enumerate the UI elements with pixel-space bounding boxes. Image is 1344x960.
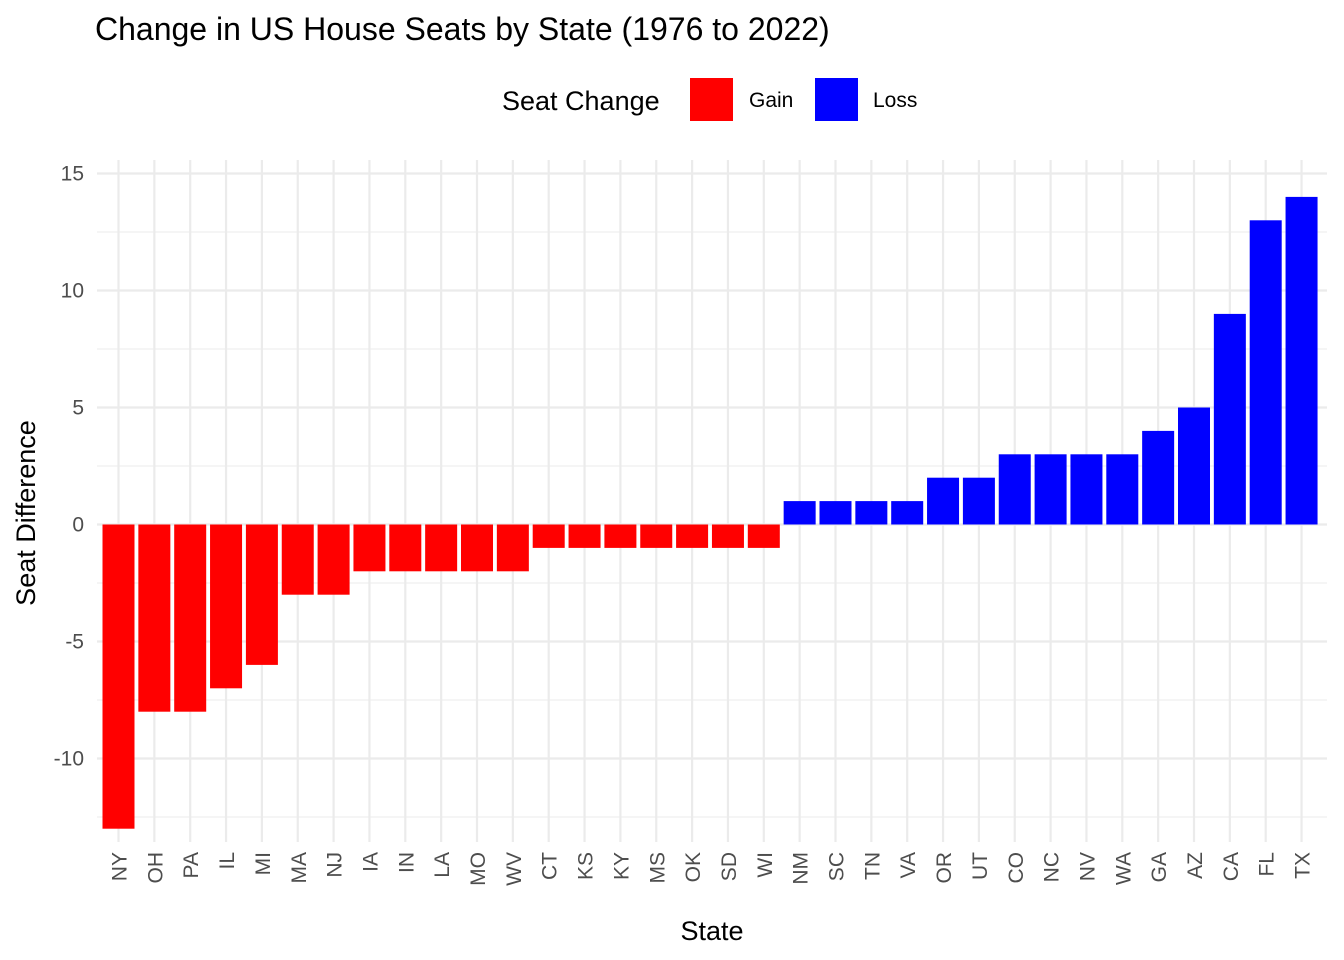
bar-ok (676, 524, 709, 548)
legend: Seat Change Gain Loss (502, 78, 917, 121)
x-tick-label: WI (754, 852, 777, 878)
bar-ms (640, 524, 673, 548)
x-tick-label: NY (109, 852, 132, 881)
bar-ut (962, 477, 995, 525)
bar-il (210, 524, 243, 689)
bar-sc (819, 501, 852, 525)
bar-ny (102, 524, 135, 829)
y-axis-ticks: -10 -5 0 5 10 15 (54, 163, 84, 771)
x-tick-label: WV (503, 852, 526, 886)
bar-ma (281, 524, 314, 595)
bar-mo (461, 524, 493, 572)
x-tick-label: IA (359, 852, 382, 872)
x-tick-label: SC (826, 852, 849, 881)
bar-sd (711, 524, 744, 548)
bar-oh (138, 524, 171, 712)
x-tick-label: UT (969, 852, 992, 880)
bar-wv (496, 524, 529, 572)
y-axis-title: Seat Difference (11, 420, 41, 606)
bar-ct (532, 524, 565, 548)
x-tick-label: FL (1256, 852, 1279, 877)
bar-nc (1034, 454, 1067, 525)
y-tick-label: 0 (72, 514, 84, 537)
bar-mi (245, 524, 278, 665)
x-tick-label: NM (790, 852, 813, 885)
grid (97, 160, 1327, 842)
x-tick-label: PA (180, 852, 203, 878)
bar-wa (1106, 454, 1139, 525)
bar-ia (353, 524, 386, 572)
x-axis-ticks: NY OH PA IL MI MA NJ IA IN LA MO WV CT KS KY MS OK SD WI NM… (109, 852, 1315, 886)
x-tick-label: VA (897, 852, 920, 878)
y-tick-label: 10 (61, 280, 84, 303)
x-tick-label: CT (539, 852, 562, 880)
bar-tn (855, 501, 888, 525)
bar-az (1178, 407, 1210, 525)
bar-ga (1142, 430, 1175, 525)
x-tick-label: MS (646, 852, 669, 884)
bar-nv (1070, 454, 1103, 525)
x-tick-label: TX (1292, 852, 1315, 879)
bar-co (998, 454, 1031, 525)
bar-ky (604, 524, 637, 548)
x-tick-label: NJ (324, 852, 347, 878)
y-tick-label: 5 (72, 397, 84, 420)
y-tick-label: -10 (54, 748, 84, 771)
x-tick-label: CA (1220, 852, 1243, 881)
bar-nj (317, 524, 350, 595)
bar-ca (1213, 313, 1246, 525)
bar-va (891, 501, 924, 525)
y-tick-label: 15 (61, 163, 84, 186)
y-tick-label: -5 (65, 631, 84, 654)
x-tick-label: OK (682, 852, 705, 882)
chart-title: Change in US House Seats by State (1976 … (95, 11, 830, 47)
x-tick-label: OH (144, 852, 167, 884)
legend-title: Seat Change (502, 86, 660, 116)
x-tick-label: NV (1076, 852, 1099, 881)
x-tick-label: AZ (1184, 852, 1207, 879)
x-tick-label: SD (718, 852, 741, 881)
bar-pa (174, 524, 207, 712)
x-tick-label: LA (431, 852, 454, 878)
bar-nm (783, 501, 816, 525)
x-tick-label: OR (933, 852, 956, 884)
legend-swatch-gain (690, 78, 733, 121)
x-tick-label: IN (395, 852, 418, 873)
x-axis-title: State (680, 916, 743, 946)
legend-label-gain: Gain (749, 89, 793, 112)
x-tick-label: MO (467, 852, 490, 886)
legend-swatch-loss (815, 78, 858, 121)
bars (102, 196, 1318, 829)
x-tick-label: KY (610, 852, 633, 880)
bar-tx (1285, 196, 1318, 525)
x-tick-label: NC (1041, 852, 1064, 882)
x-tick-label: TN (861, 852, 884, 880)
bar-or (927, 477, 960, 525)
bar-fl (1249, 220, 1282, 525)
legend-label-loss: Loss (873, 89, 917, 112)
x-tick-label: MI (252, 852, 275, 875)
x-tick-label: KS (575, 852, 598, 880)
bar-ks (568, 524, 601, 548)
bar-in (389, 524, 422, 572)
x-tick-label: IL (216, 852, 239, 870)
x-tick-label: WA (1112, 852, 1135, 885)
bar-la (425, 524, 458, 572)
x-tick-label: MA (288, 852, 311, 884)
bar-wi (747, 524, 780, 548)
x-tick-label: CO (1005, 852, 1028, 884)
x-tick-label: GA (1148, 852, 1171, 882)
